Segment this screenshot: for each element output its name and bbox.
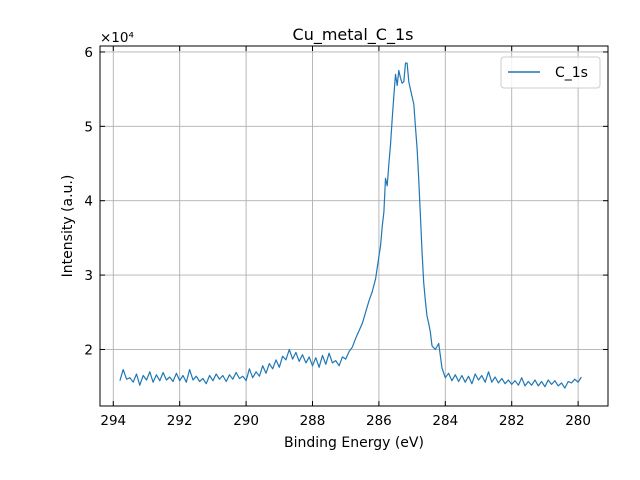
plot-area-frame bbox=[99, 45, 609, 407]
y-tick-label: 2 bbox=[84, 342, 93, 358]
legend-label-c-1s: C_1s bbox=[555, 65, 588, 81]
series-layer bbox=[119, 62, 582, 389]
x-tick-label: 288 bbox=[300, 413, 326, 429]
legend: C_1s bbox=[500, 56, 601, 89]
x-tick-label: 294 bbox=[100, 413, 126, 429]
x-tick-label: 292 bbox=[167, 413, 193, 429]
series-line-c-1s bbox=[119, 62, 582, 389]
x-axis-label: Binding Energy (eV) bbox=[284, 435, 424, 451]
x-tick-label: 290 bbox=[233, 413, 259, 429]
y-tick-label: 3 bbox=[84, 268, 93, 284]
y-scale-multiplier: ×10⁴ bbox=[100, 30, 134, 46]
axis-ticks: 294 292 290 288 286 284 282 280 2 3 4 5 6 bbox=[84, 45, 608, 429]
y-tick-label: 6 bbox=[84, 45, 93, 61]
legend-box bbox=[500, 56, 601, 89]
y-axis-label: Intensity (a.u.) bbox=[60, 175, 76, 278]
x-tick-label: 280 bbox=[565, 413, 591, 429]
grid-lines bbox=[100, 46, 608, 406]
y-tick-label: 5 bbox=[84, 119, 93, 135]
chart-title: Cu_metal_C_1s bbox=[293, 25, 414, 45]
x-tick-label: 282 bbox=[499, 413, 525, 429]
x-tick-label: 284 bbox=[432, 413, 458, 429]
x-tick-label: 286 bbox=[366, 413, 392, 429]
y-tick-label: 4 bbox=[84, 194, 93, 210]
